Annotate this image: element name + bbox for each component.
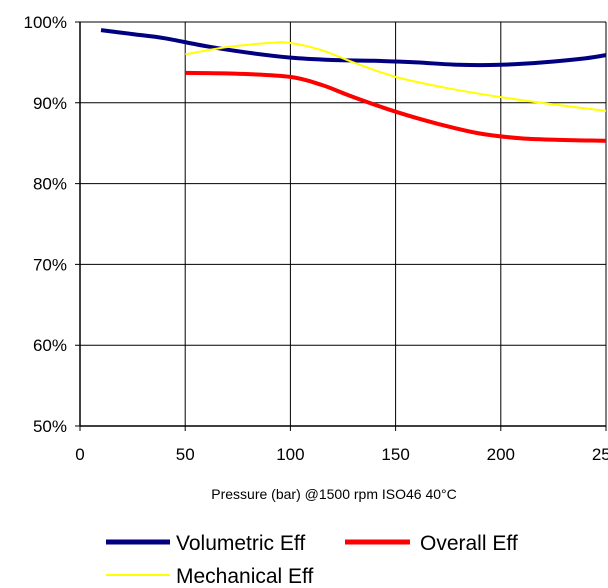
tick-labels: 0 50 100 150 200 250 50% 60% 70% 80% 90% 100% bbox=[24, 13, 608, 464]
grid bbox=[75, 21, 607, 431]
legend-label-overall-eff: Overall Eff bbox=[420, 532, 518, 555]
series-line-mechanical-eff bbox=[185, 41, 607, 112]
y-tick-label: 70% bbox=[33, 255, 67, 274]
series-line-overall-eff bbox=[185, 70, 607, 143]
y-tick-label: 60% bbox=[33, 336, 67, 355]
x-tick-label: 100 bbox=[276, 445, 304, 464]
y-tick-label: 80% bbox=[33, 175, 67, 194]
x-tick-label: 150 bbox=[381, 445, 409, 464]
x-tick-label: 0 bbox=[75, 445, 84, 464]
legend-label-volumetric-eff: Volumetric Eff bbox=[176, 532, 305, 555]
y-tick-label: 50% bbox=[33, 417, 67, 436]
series-line-volumetric-eff bbox=[100, 28, 607, 68]
y-tick-label: 90% bbox=[33, 94, 67, 113]
y-tick-label: 100% bbox=[24, 13, 67, 32]
x-axis-label: Pressure (bar) @1500 rpm ISO46 40°C bbox=[211, 486, 456, 502]
series-lines bbox=[100, 28, 607, 143]
x-tick-label: 200 bbox=[487, 445, 515, 464]
legend-label-mechanical-eff: Mechanical Eff bbox=[176, 565, 314, 588]
x-tick-label: 250 bbox=[592, 445, 608, 464]
x-tick-label: 50 bbox=[176, 445, 195, 464]
legend: Volumetric Eff Overall Eff Mechanical Eff bbox=[106, 532, 518, 588]
